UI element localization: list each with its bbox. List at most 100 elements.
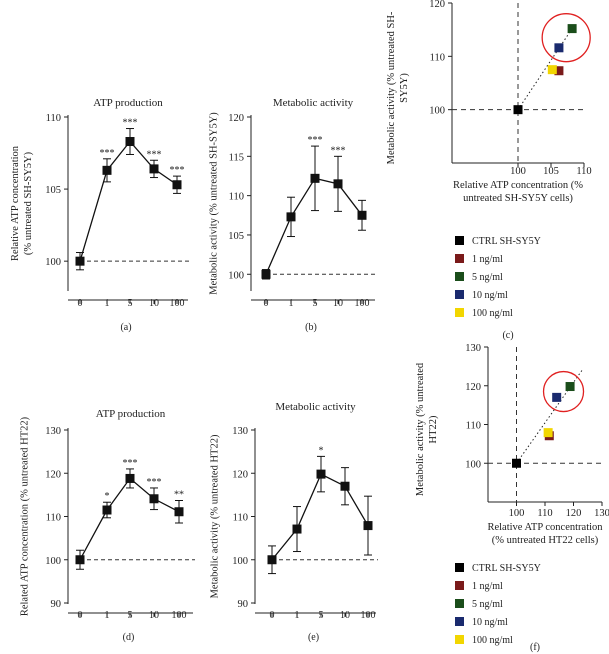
panel-f-x-tick-label: 110 xyxy=(537,508,552,519)
panel-b-data-point xyxy=(333,179,343,189)
panel-a-x-tick-label: 100 xyxy=(170,298,185,309)
panel-c-legend-label: 100 ng/ml xyxy=(472,308,513,319)
panel-e-y-tick-label: 130 xyxy=(232,426,248,437)
panel-c-legend-label: 10 ng/ml xyxy=(472,290,508,301)
panel-f-legend-label: 1 ng/ml xyxy=(472,581,503,592)
panel-e-x-tick-label: 0 xyxy=(270,610,275,621)
panel-e-data-point xyxy=(340,481,350,491)
panel-d-y-tick-label: 100 xyxy=(45,556,61,567)
panel-a-significance-label: *** xyxy=(147,149,162,160)
panel-f-y-axis-label: Metabolic activity (% untreated HT22) xyxy=(415,362,439,496)
panel-e-data-point xyxy=(363,521,373,531)
panel-f-y-tick-label: 120 xyxy=(465,382,481,393)
panel-d-y-tick-label: 130 xyxy=(45,426,61,437)
panel-a-y-axis-label: Relative ATP concentration (% untreated S… xyxy=(10,145,34,261)
panel-a-data-point xyxy=(125,137,135,147)
panel-c-panel-label: (c) xyxy=(502,330,513,341)
panel-c-legend-swatch xyxy=(455,290,464,299)
panel-d-y-axis-label-line: Related ATP concentration (% untreated H… xyxy=(20,416,31,616)
panel-e-data-point xyxy=(316,469,326,479)
panel-b-y-tick-label: 110 xyxy=(229,192,244,203)
panel-d-panel-label: (d) xyxy=(123,632,135,643)
panel-d-significance-label: *** xyxy=(147,477,162,488)
panel-c-legend-label: CTRL SH-SY5Y xyxy=(472,236,541,247)
panel-c-x-tick-label: 110 xyxy=(576,166,591,177)
panel-d-title: ATP production xyxy=(96,408,166,420)
panel-f-data-point xyxy=(543,428,553,438)
panel-a-significance-label: *** xyxy=(123,118,138,129)
panel-c-y-tick-label: 120 xyxy=(429,0,445,10)
panel-f-data-point xyxy=(565,382,575,392)
panel-e-panel-label: (e) xyxy=(308,632,319,643)
panel-b-x-tick-label: 100 xyxy=(355,298,370,309)
panel-e-y-axis-label-line: Metabolic activity (% untreated HT22) xyxy=(210,434,221,598)
panel-f-x-axis-label-line: Relative ATP concentration xyxy=(487,522,603,533)
panel-a-data-point xyxy=(172,180,182,190)
panel-d-x-tick-label: 5 xyxy=(128,610,133,621)
panel-f-legend-label: CTRL SH-SY5Y xyxy=(472,563,541,574)
panel-c-legend-swatch xyxy=(455,308,464,317)
panel-b-significance-label: *** xyxy=(331,145,346,156)
panel-c-legend-label: 5 ng/ml xyxy=(472,272,503,283)
panel-c-legend-label: 1 ng/ml xyxy=(472,254,503,265)
panel-f-y-axis-label-line: Metabolic activity (% untreated xyxy=(415,362,426,496)
panel-f-y-axis-label-line: HT22) xyxy=(428,415,439,443)
panel-a-x-tick-label: 5 xyxy=(128,298,133,309)
panel-c-legend-swatch xyxy=(455,236,464,245)
panel-c-y-tick-label: 100 xyxy=(429,106,445,117)
panel-e-y-tick-label: 110 xyxy=(233,513,248,524)
panel-b-y-tick-label: 115 xyxy=(229,152,244,163)
panel-c-data-point xyxy=(554,43,564,53)
panel-e-series-line xyxy=(271,473,369,561)
panel-c-x-tick-label: 105 xyxy=(543,166,559,177)
panel-f-y-tick-label: 130 xyxy=(465,343,481,354)
panel-c-x-axis-label-line: untreated SH-SY5Y cells) xyxy=(463,193,573,204)
panel-c-y-axis-label-line: Metabolic activity (% untreated SH- xyxy=(386,11,397,164)
panel-a-significance-label: *** xyxy=(170,165,185,176)
panel-a-significance-label: *** xyxy=(100,148,115,159)
panel-d-x-tick-label: 1 xyxy=(105,610,110,621)
panel-f-x-axis-label-line: (% untreated HT22 cells) xyxy=(492,535,599,546)
panel-f-data-point xyxy=(552,392,562,402)
panel-a-x-tick-label: 1 xyxy=(105,298,110,309)
panel-d-x-tick-label: 100 xyxy=(172,610,187,621)
panel-d-significance-label: ** xyxy=(174,489,184,500)
panel-b-data-point xyxy=(357,210,367,220)
panel-f-highlight-circle xyxy=(542,370,585,413)
panel-d-significance-label: *** xyxy=(123,458,138,469)
panel-f-y-tick-label: 110 xyxy=(466,421,481,432)
panel-f-x-tick-label: 130 xyxy=(594,508,609,519)
panel-e-significance-label: * xyxy=(319,445,324,456)
panel-f-x-tick-label: 100 xyxy=(509,508,525,519)
panel-d-data-point xyxy=(102,505,112,515)
panel-b-data-point xyxy=(286,212,296,222)
panel-f-panel-label: (f) xyxy=(530,642,540,653)
panel-f-legend-swatch xyxy=(455,635,464,644)
panel-f-legend-swatch xyxy=(455,599,464,608)
panel-e-data-point xyxy=(267,555,277,565)
panel-d-series-line xyxy=(79,477,180,561)
panel-e-data-point xyxy=(292,524,302,534)
panel-f-x-tick-label: 120 xyxy=(566,508,582,519)
panel-c-x-tick-label: 100 xyxy=(510,166,526,177)
panel-d-x-tick-label: 10 xyxy=(149,610,159,621)
panel-d-x-tick-label: 0 xyxy=(78,610,83,621)
panel-d-data-point xyxy=(149,494,159,504)
panel-e-title: Metabolic activity xyxy=(275,401,356,413)
panel-a-x-tick-label: 0 xyxy=(78,298,83,309)
panel-d-data-point xyxy=(125,473,135,483)
panel-e-x-tick-label: 100 xyxy=(361,610,376,621)
panel-f-data-point xyxy=(512,458,521,468)
panel-d-y-tick-label: 110 xyxy=(46,513,61,524)
panel-a-y-tick-label: 105 xyxy=(45,185,61,196)
panel-a-data-point xyxy=(102,165,112,175)
panel-c-x-axis-label-line: Relative ATP concentration (% xyxy=(453,180,583,191)
panel-b-y-axis-label: Metabolic activity (% untreated SH-SY5Y) xyxy=(209,112,220,295)
panel-c-data-point xyxy=(513,105,523,115)
panel-a-x-tick-label: 10 xyxy=(149,298,159,309)
panel-c-trend-line xyxy=(517,28,573,110)
panel-b-significance-label: *** xyxy=(308,135,323,146)
panel-f-legend-swatch xyxy=(455,617,464,626)
panel-f-legend-swatch xyxy=(455,563,464,572)
panel-e-x-tick-label: 1 xyxy=(295,610,300,621)
